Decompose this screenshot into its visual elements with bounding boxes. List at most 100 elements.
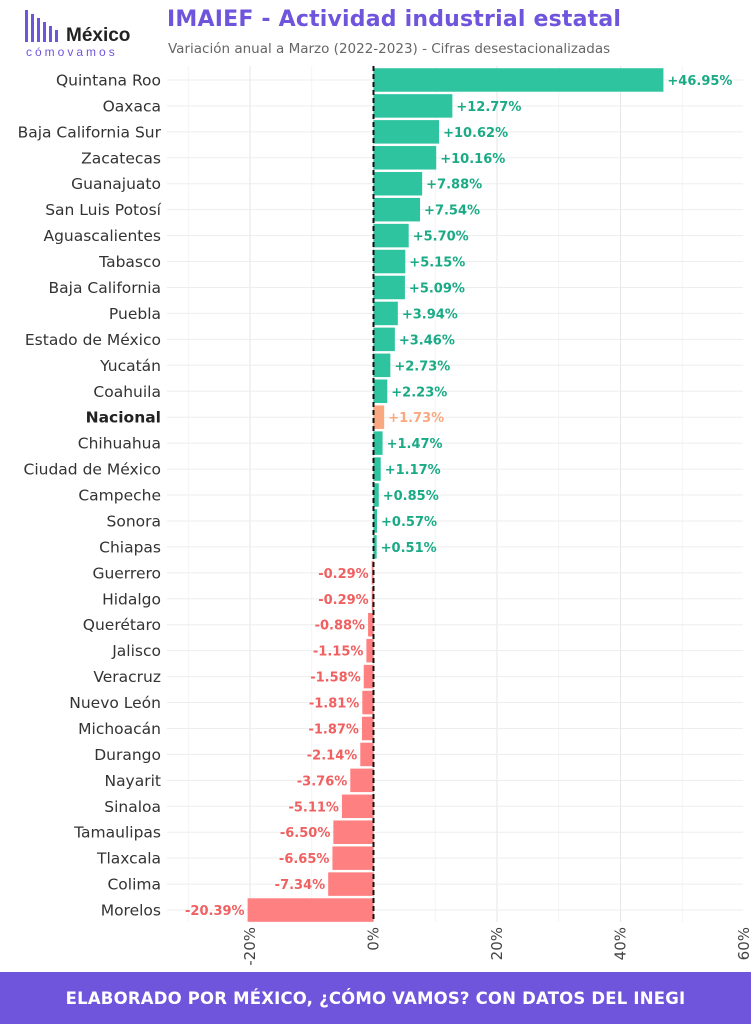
data-label: -5.11% xyxy=(288,800,339,815)
data-label: +46.95% xyxy=(667,74,732,89)
bar xyxy=(373,327,395,352)
category-label: Nuevo León xyxy=(69,694,161,712)
x-tick-label: 40% xyxy=(612,927,630,960)
data-label: +3.46% xyxy=(399,333,455,348)
category-label: Aguascalientes xyxy=(43,227,161,245)
category-label: Nayarit xyxy=(104,772,161,790)
category-label: Baja California xyxy=(49,279,161,297)
data-label: +1.47% xyxy=(387,437,443,452)
bar xyxy=(373,249,406,274)
data-label: +1.17% xyxy=(385,463,441,478)
category-label: Chihuahua xyxy=(78,435,161,453)
category-label: Zacatecas xyxy=(81,149,161,167)
bar xyxy=(373,275,405,300)
x-tick-label: -20% xyxy=(241,927,259,966)
category-label: Puebla xyxy=(109,305,161,323)
bar xyxy=(373,405,385,429)
data-label: +10.62% xyxy=(443,126,508,141)
plot-area xyxy=(167,66,743,922)
bar xyxy=(362,690,374,715)
bar xyxy=(373,457,381,481)
data-label: -1.58% xyxy=(310,671,361,686)
x-tick-label: 20% xyxy=(488,927,506,960)
bar xyxy=(373,120,440,144)
bar xyxy=(350,768,374,793)
data-label: -1.15% xyxy=(313,645,364,660)
chart-title: IMAIEF - Actividad industrial estatal xyxy=(167,7,622,32)
data-label: +2.23% xyxy=(391,385,447,400)
category-label: Nacional xyxy=(86,409,161,427)
bar xyxy=(373,431,383,455)
bar xyxy=(363,664,374,689)
data-label: +7.88% xyxy=(426,178,482,193)
data-label: +10.16% xyxy=(440,152,505,167)
data-label: -6.50% xyxy=(280,826,331,841)
data-label: -3.76% xyxy=(297,774,348,789)
category-label: Morelos xyxy=(101,902,161,920)
bar xyxy=(373,483,379,507)
data-label: +0.57% xyxy=(381,515,437,530)
data-label: +0.85% xyxy=(383,489,439,504)
data-label: -0.29% xyxy=(318,567,369,582)
chart-header: México cómovamos IMAIEF - Actividad indu… xyxy=(0,0,751,66)
category-label: Ciudad de México xyxy=(24,461,161,479)
data-label: +5.70% xyxy=(413,230,469,245)
svg-text:cómovamos: cómovamos xyxy=(26,45,118,59)
data-label: +3.94% xyxy=(402,307,458,322)
bar xyxy=(373,301,398,326)
bar xyxy=(333,820,374,844)
bar xyxy=(373,68,664,92)
data-label: +5.09% xyxy=(409,281,465,296)
data-label: -20.39% xyxy=(185,904,245,919)
category-label: Campeche xyxy=(78,487,161,505)
category-label: Coahuila xyxy=(93,383,161,401)
mexico-como-vamos-logo: México cómovamos xyxy=(25,10,130,59)
category-label: Baja California Sur xyxy=(18,123,162,141)
x-tick-label: 60% xyxy=(735,927,751,960)
category-label: Oaxaca xyxy=(103,97,161,115)
category-label: Hidalgo xyxy=(102,590,161,608)
category-label: Tamaulipas xyxy=(73,824,161,842)
category-label: Sinaloa xyxy=(104,798,161,816)
bar xyxy=(373,353,391,378)
bar xyxy=(361,716,374,741)
category-label: Jalisco xyxy=(111,642,161,660)
chart-subtitle: Variación anual a Marzo (2022-2023) - Ci… xyxy=(168,41,611,57)
data-label: -0.29% xyxy=(318,593,369,608)
x-tick-label: 0% xyxy=(365,927,383,951)
data-label: -7.34% xyxy=(275,878,326,893)
data-label: +2.73% xyxy=(394,359,450,374)
data-label: -0.88% xyxy=(315,619,366,634)
category-label: Chiapas xyxy=(99,538,161,556)
category-label: Durango xyxy=(94,746,161,764)
data-label: -2.14% xyxy=(307,748,358,763)
bar xyxy=(373,171,423,196)
bar xyxy=(360,742,374,767)
svg-text:México: México xyxy=(66,25,130,46)
category-label: Sonora xyxy=(107,512,162,530)
bar xyxy=(247,898,374,922)
bar xyxy=(373,146,437,170)
bar xyxy=(373,535,377,559)
category-label: San Luis Potosí xyxy=(45,201,161,219)
category-label: Querétaro xyxy=(83,616,161,634)
category-label: Michoacán xyxy=(78,720,161,738)
category-label: Estado de México xyxy=(25,331,161,349)
data-label: +12.77% xyxy=(456,100,521,115)
bar xyxy=(373,379,388,403)
category-label: Tlaxcala xyxy=(96,850,161,868)
bar xyxy=(373,223,409,248)
bar xyxy=(328,872,374,896)
bar xyxy=(341,794,374,819)
bar-chart: Quintana Roo +46.95% Oaxaca +12.77% Baja Cal… xyxy=(18,66,751,966)
data-label: -6.65% xyxy=(279,852,330,867)
bar xyxy=(368,612,374,637)
category-label: Tabasco xyxy=(98,253,161,271)
bar xyxy=(373,94,453,118)
category-label: Quintana Roo xyxy=(56,71,161,89)
category-label: Guerrero xyxy=(92,564,161,582)
category-label: Yucatán xyxy=(99,357,161,375)
bar xyxy=(366,638,374,663)
category-label: Guanajuato xyxy=(71,175,161,193)
category-label: Veracruz xyxy=(93,668,161,686)
